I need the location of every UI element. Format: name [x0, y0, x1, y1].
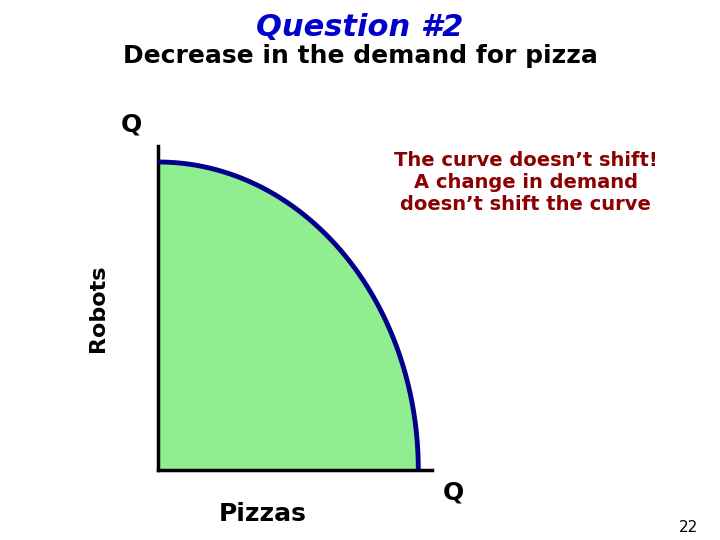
Text: Q: Q: [443, 481, 464, 504]
Text: Pizzas: Pizzas: [218, 502, 306, 526]
Text: Decrease in the demand for pizza: Decrease in the demand for pizza: [122, 44, 598, 68]
Text: Q: Q: [120, 112, 142, 136]
Text: 22: 22: [679, 519, 698, 535]
Text: Robots: Robots: [89, 264, 108, 352]
Text: The curve doesn’t shift!
A change in demand
doesn’t shift the curve: The curve doesn’t shift! A change in dem…: [394, 151, 657, 214]
Text: Question #2: Question #2: [256, 14, 464, 43]
